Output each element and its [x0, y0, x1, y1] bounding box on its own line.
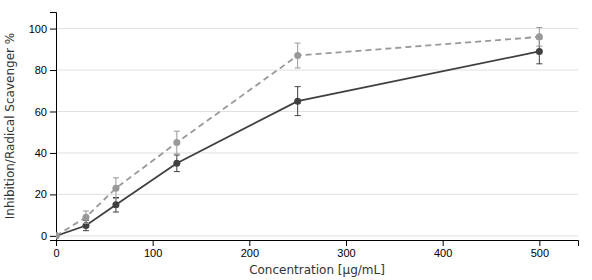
x-axis-title: Concentration [μg/mL]: [249, 263, 385, 277]
tick-mark: [50, 111, 56, 112]
point: [82, 214, 89, 221]
point: [294, 98, 301, 105]
tick-label: 60: [35, 106, 47, 118]
error-cap: [83, 230, 89, 231]
error-cap: [295, 115, 301, 116]
tick-mark: [50, 236, 56, 237]
tick-label: 0: [41, 230, 47, 242]
tick-label: 100: [29, 23, 47, 35]
error-bar: [536, 28, 542, 47]
axis-line: [57, 241, 579, 247]
error-cap: [174, 171, 180, 172]
error-cap: [174, 153, 180, 154]
error-cap: [174, 131, 180, 132]
tick-label: 40: [35, 147, 47, 159]
error-cap: [113, 177, 119, 178]
error-bar: [295, 43, 301, 68]
grid-line: [56, 235, 578, 236]
point: [536, 33, 543, 40]
error-cap: [83, 210, 89, 211]
tick: 200: [241, 240, 259, 259]
line: [56, 37, 539, 236]
tick: 40: [35, 147, 56, 159]
tick-mark: [50, 29, 56, 30]
tick-mark: [443, 240, 444, 246]
tick: 400: [434, 240, 452, 259]
tick-mark: [249, 240, 250, 246]
error-cap: [295, 86, 301, 87]
tick-label: 300: [337, 247, 355, 259]
grid-line: [56, 70, 578, 71]
grid-line: [56, 28, 578, 29]
line: [56, 51, 539, 235]
point: [173, 160, 180, 167]
error-bar: [113, 178, 119, 199]
grid-line: [56, 194, 578, 195]
error-cap: [295, 67, 301, 68]
error-bar: [174, 155, 180, 172]
error-cap: [295, 43, 301, 44]
tick: 60: [35, 106, 56, 118]
point: [56, 232, 60, 239]
grid-line: [56, 152, 578, 153]
grid-line: [56, 111, 578, 112]
series: [56, 39, 543, 239]
y-axis: 0 20 40 60 80 100: [29, 13, 57, 242]
x-axis: 0 100 200 300 400 500: [53, 240, 578, 259]
point: [294, 52, 301, 59]
point: [536, 48, 543, 55]
tick: 500: [531, 240, 549, 259]
error-bar: [174, 131, 180, 154]
tick-label: 100: [144, 247, 162, 259]
error-cap: [83, 223, 89, 224]
tick-mark: [346, 240, 347, 246]
error-cap: [113, 198, 119, 199]
marks: [56, 28, 543, 240]
point: [82, 222, 89, 229]
tick-label: 200: [241, 247, 259, 259]
error-cap: [536, 46, 542, 47]
error-cap: [113, 212, 119, 213]
tick: 80: [35, 64, 56, 76]
axis-line: [50, 13, 57, 241]
point: [112, 201, 119, 208]
tick-label: 20: [35, 188, 47, 200]
tick-mark: [539, 240, 540, 246]
grid: [56, 29, 578, 236]
tick-label: 500: [531, 247, 549, 259]
tick-mark: [50, 194, 56, 195]
tick-label: 80: [35, 64, 47, 76]
error-bar: [113, 198, 119, 213]
tick: 100: [29, 23, 56, 35]
error-cap: [174, 155, 180, 156]
error-cap: [536, 63, 542, 64]
tick-mark: [50, 153, 56, 154]
tick-mark: [50, 70, 56, 71]
point: [112, 185, 119, 192]
tick-mark: [153, 240, 154, 246]
error-cap: [536, 27, 542, 28]
chart: 0 100 200 300 400 500 0 20 40 60 80 100 Concentratio…: [0, 0, 592, 280]
tick: 0: [41, 230, 56, 242]
tick: 20: [35, 188, 56, 200]
error-bar: [295, 87, 301, 116]
series: [56, 28, 543, 240]
tick-label: 0: [53, 247, 59, 259]
tick: 300: [337, 240, 355, 259]
y-axis-title: Inhibition/Radical Scavenger %: [3, 33, 17, 219]
tick: 0: [53, 240, 59, 259]
point: [173, 139, 180, 146]
plot: 0 100 200 300 400 500 0 20 40 60 80 100: [29, 13, 579, 259]
tick: 100: [144, 240, 162, 259]
error-bar: [83, 211, 89, 223]
tick-label: 400: [434, 247, 452, 259]
